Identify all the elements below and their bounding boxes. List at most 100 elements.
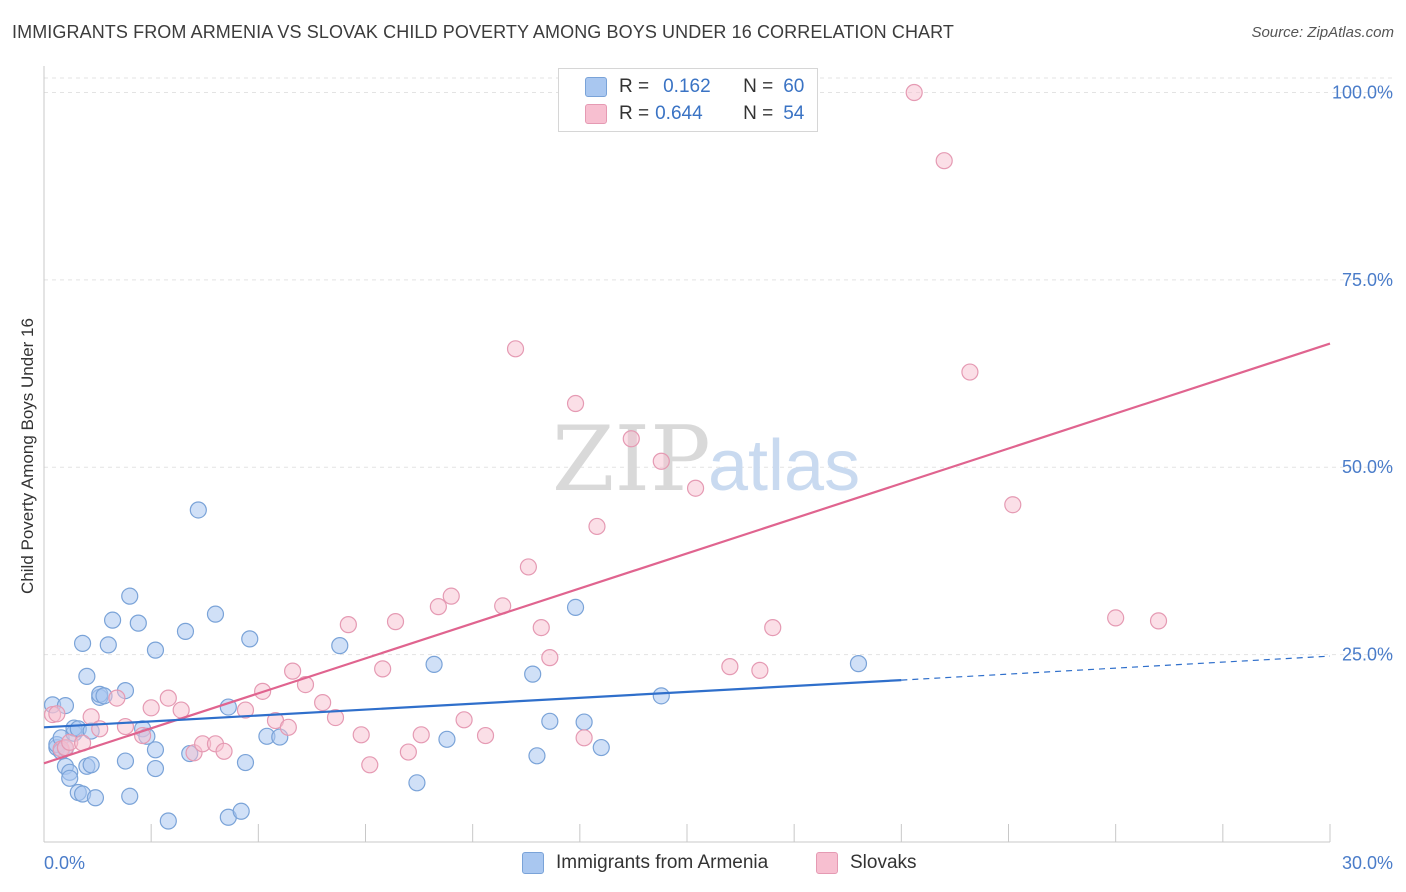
axes — [43, 66, 1331, 843]
armenia-point — [146, 741, 165, 759]
slovak-point — [116, 717, 135, 736]
slovak-point — [751, 661, 769, 679]
armenia-point — [121, 587, 139, 605]
slovak-swatch — [585, 104, 607, 124]
slovak-point — [314, 693, 332, 712]
slovak-point — [455, 711, 473, 729]
slovak-point — [339, 616, 357, 634]
armenia-point — [219, 698, 237, 716]
legend-n-value: 60 — [783, 76, 805, 97]
armenia-point — [159, 812, 177, 830]
slovak-point — [622, 430, 640, 448]
legend-r-label: R = — [619, 103, 650, 124]
series-legend: Immigrants from Armenia Slovaks — [0, 852, 1406, 876]
watermark-atlas: atlas — [708, 426, 860, 506]
armenia-point — [189, 501, 207, 519]
slovak-point — [1149, 612, 1168, 630]
x-tick-label: 0.0% — [44, 853, 85, 873]
armenia-point — [528, 747, 546, 765]
slovak-point — [48, 705, 66, 723]
y-tick-label: 50.0% — [1342, 457, 1393, 477]
legend-n-value: 54 — [783, 103, 805, 124]
chart-title: IMMIGRANTS FROM ARMENIA VS SLOVAK CHILD … — [12, 22, 955, 42]
armenia-point — [116, 752, 135, 770]
slovak-legend-swatch — [816, 852, 838, 874]
armenia-point — [849, 655, 868, 673]
y-tick-label: 100.0% — [1332, 82, 1393, 102]
legend-r-label: R = — [619, 76, 650, 97]
armenia-point — [331, 637, 349, 655]
slovak-point — [1107, 609, 1125, 627]
legend-n-label: N = — [743, 103, 774, 124]
armenia-point — [236, 753, 255, 772]
armenia-legend-swatch — [522, 852, 544, 874]
armenia-point — [524, 665, 542, 683]
armenia-point — [566, 598, 585, 617]
armenia-point — [146, 641, 165, 659]
armenia-point — [232, 802, 250, 820]
watermark-zip: ZIP — [552, 407, 711, 512]
armenia-point — [121, 787, 139, 805]
legend-row-armenia: R = 0.162 N = 60 — [585, 75, 804, 99]
slovak-point — [506, 340, 525, 358]
slovak-point — [429, 598, 447, 616]
slovak-point — [279, 718, 297, 736]
source-label: Source: ZipAtlas.com — [1251, 24, 1394, 41]
legend-item-slovaks: Slovaks — [816, 852, 917, 874]
armenia-point — [592, 738, 610, 757]
slovak-point — [519, 558, 537, 576]
armenia-point — [408, 774, 426, 792]
legend-item-label: Slovaks — [850, 852, 917, 873]
armenia-point — [129, 614, 147, 632]
correlation-legend: R = 0.162 N = 60 R = 0.644 N = 54 — [558, 68, 818, 132]
slovak-point — [142, 699, 160, 717]
trend-lines — [43, 342, 1331, 765]
legend-n-label: N = — [743, 76, 774, 97]
slovak-point — [764, 619, 782, 637]
slovak-point — [961, 363, 979, 381]
legend-r-value: 0.644 — [655, 103, 703, 124]
slovak-trend-line — [43, 342, 1331, 765]
armenia-point — [652, 687, 670, 705]
armenia-point — [425, 655, 443, 673]
slovak-point — [374, 660, 392, 678]
armenia-point — [146, 759, 165, 778]
armenia-point — [78, 667, 96, 685]
slovak-point — [476, 726, 495, 745]
armenia-points — [43, 501, 868, 830]
slovak-point — [935, 152, 953, 170]
slovak-point — [326, 708, 345, 727]
armenia-point — [82, 756, 100, 774]
armenia-point — [206, 605, 225, 623]
armenia-point — [438, 730, 456, 748]
slovak-point — [412, 726, 430, 744]
armenia-point — [73, 634, 92, 652]
armenia-swatch — [585, 77, 607, 97]
slovak-points — [43, 83, 1168, 774]
slovak-point — [159, 689, 177, 707]
legend-row-slovak: R = 0.644 N = 54 — [585, 102, 804, 126]
slovak-point — [442, 587, 460, 605]
slovak-point — [284, 662, 302, 680]
armenia-point — [541, 712, 559, 730]
slovak-point — [686, 479, 705, 497]
slovak-point — [361, 756, 379, 774]
slovak-point — [236, 701, 255, 719]
gridlines — [44, 77, 1395, 656]
slovak-point — [721, 658, 739, 676]
slovak-point — [588, 517, 606, 536]
tick-labels: 25.0% 50.0% 75.0% 100.0% 0.0% 30.0% — [44, 82, 1393, 873]
armenia-point — [575, 713, 593, 731]
slovak-point — [566, 394, 585, 413]
slovak-point — [352, 726, 370, 744]
legend-item-label: Immigrants from Armenia — [556, 852, 769, 873]
armenia-point — [61, 769, 79, 787]
legend-r-value: 0.162 — [663, 76, 711, 97]
armenia-trend-line — [43, 679, 902, 729]
armenia-trend-extension — [901, 655, 1331, 681]
y-tick-label: 75.0% — [1342, 270, 1393, 290]
slovak-point — [296, 676, 315, 694]
slovak-point — [905, 83, 923, 102]
slovak-point — [532, 619, 550, 637]
